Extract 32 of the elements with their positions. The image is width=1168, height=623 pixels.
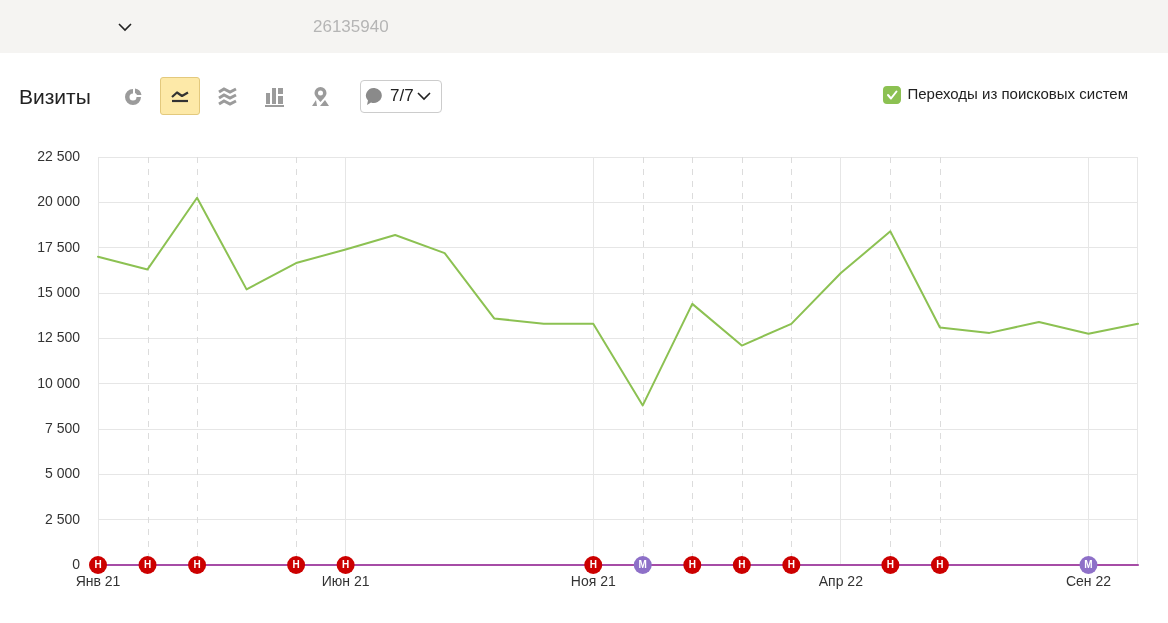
text: Н — [143, 559, 152, 571]
text: Н — [292, 559, 300, 571]
series-label: М — [1084, 559, 1093, 571]
x-tick-label: Июн 21 — [321, 573, 370, 590]
y-tick-label: 22 500 — [37, 147, 81, 164]
text: Н — [688, 559, 696, 571]
text: Н — [886, 559, 894, 571]
text: Н — [787, 559, 795, 571]
y-tick-label: 10 000 — [37, 374, 81, 391]
series-label: Н — [94, 559, 102, 571]
text: Н — [342, 559, 350, 571]
text: Н — [193, 559, 201, 571]
y-tick-label: 2 500 — [44, 510, 81, 527]
x-tick-label: Сен 22 — [1065, 573, 1112, 590]
y-tick-label: 0 — [72, 555, 81, 572]
y-tick-label: 17 500 — [37, 238, 81, 255]
y-tick-label: 20 000 — [37, 193, 81, 210]
legend-label: Переходы из поисковых систем — [907, 85, 1129, 103]
chart-title: Визиты — [19, 84, 91, 110]
x-tick-label: Янв 21 — [75, 573, 121, 590]
x-tick-label: Ноя 21 — [570, 573, 616, 590]
y-tick-label: 5 000 — [44, 465, 81, 482]
text: Н — [738, 559, 746, 571]
text: Н — [936, 559, 944, 571]
y-tick-label: 7 500 — [44, 419, 81, 436]
text: 7/7 — [390, 86, 414, 106]
text: Н — [589, 559, 597, 571]
text: 26135940 — [313, 17, 389, 37]
y-tick-label: 15 000 — [37, 283, 81, 300]
x-tick-label: Апр 22 — [818, 573, 864, 590]
text: М — [638, 559, 647, 571]
y-tick-label: 12 500 — [37, 329, 81, 346]
